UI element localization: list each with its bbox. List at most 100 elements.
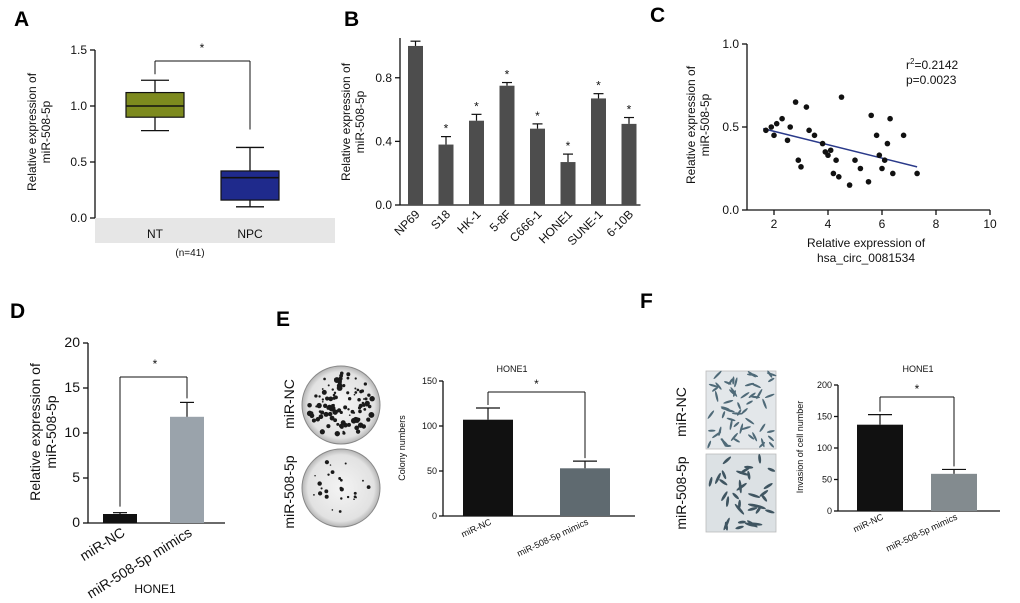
bar-6-10b: [621, 123, 637, 205]
colony: [333, 418, 338, 423]
colony: [336, 422, 340, 426]
bar-hk-1: [469, 120, 484, 205]
colony: [327, 384, 330, 387]
colony: [352, 411, 356, 414]
invading-cell: [763, 483, 773, 490]
colony: [363, 382, 367, 386]
colony: [327, 473, 330, 476]
invading-cell: [744, 465, 754, 469]
a-ytick-label: 0.5: [70, 155, 87, 169]
bar-category-label: 6-10B: [604, 207, 637, 240]
bar-category-label: miR-508-5p mimics: [515, 517, 590, 559]
bar-5-8f: [499, 85, 515, 205]
d-ytick-label: 10: [64, 424, 80, 440]
colony: [339, 371, 344, 376]
e-ytick-label: 0: [432, 511, 437, 521]
invading-cell: [768, 442, 775, 448]
colony: [321, 388, 324, 390]
box-category-label: NPC: [237, 227, 263, 241]
colony: [363, 407, 367, 411]
invading-cell: [766, 430, 775, 433]
colony: [343, 424, 346, 427]
scatter-point: [914, 170, 920, 177]
colony: [362, 479, 364, 482]
colony: [354, 425, 360, 431]
panel-letter-c: C: [650, 4, 665, 27]
panel-letter-a: A: [14, 8, 29, 31]
scatter-point: [890, 170, 896, 177]
invading-cell: [761, 494, 768, 502]
e-ytick-label: 150: [422, 376, 437, 386]
bar-significance-star: *: [566, 139, 571, 153]
colony: [329, 464, 332, 466]
colony: [342, 384, 346, 388]
invading-cell: [766, 372, 777, 377]
scatter-point: [836, 174, 842, 180]
panel-letter-f: F: [640, 290, 653, 313]
panel-e: HONE1 Colony numbers: [397, 364, 528, 481]
invading-cell: [767, 435, 775, 442]
c-xtick-label: 2: [771, 217, 778, 231]
colony-dots-mimic: [313, 460, 371, 513]
scatter-point: [833, 157, 839, 163]
scatter-point: [773, 120, 780, 127]
scatter-point: [811, 132, 818, 139]
colony: [346, 372, 351, 377]
invading-cell: [748, 493, 761, 498]
panel-c-r2-prefix: r: [906, 58, 910, 72]
c-ytick-label: 0.0: [722, 203, 739, 217]
invading-cell: [726, 417, 736, 422]
colony: [346, 495, 350, 499]
colony: [367, 393, 371, 397]
colony: [338, 477, 342, 480]
invading-cell: [746, 400, 753, 405]
bar-category-label: miR-508-5p mimics: [884, 512, 959, 554]
invading-cell: [744, 522, 756, 527]
panel-c-ylabel-2: miR-508-5p: [698, 93, 712, 156]
scatter-point: [827, 147, 834, 154]
bar-significance-star: *: [474, 99, 479, 113]
invading-cell: [721, 437, 726, 447]
colony: [332, 396, 336, 400]
colony: [330, 470, 335, 475]
scatter-point: [838, 94, 845, 100]
invading-cell: [740, 392, 750, 399]
colony: [338, 379, 342, 384]
colony: [316, 402, 322, 409]
colony: [318, 414, 324, 420]
colony: [358, 409, 362, 414]
bar-significance-star: *: [444, 122, 449, 136]
invading-cell: [764, 393, 775, 398]
colony: [346, 391, 350, 395]
panel-d-ylabel-1: Relative expression of: [27, 363, 43, 501]
panel-d-group-label: HONE1: [134, 582, 176, 596]
panel-c-r2: r2=0.2142: [906, 57, 958, 72]
invading-cell: [740, 467, 750, 473]
colony: [347, 397, 352, 401]
colony: [356, 388, 360, 392]
colony: [339, 486, 343, 490]
f-ytick-label: 50: [822, 475, 832, 485]
bar-significance-star: *: [535, 109, 540, 123]
scatter-point: [768, 124, 775, 130]
invading-cell: [715, 382, 722, 390]
colony: [354, 391, 358, 394]
invading-cell: [756, 389, 763, 400]
panel-c-xlabel-1: Relative expression of: [807, 236, 926, 250]
invading-cell: [759, 490, 769, 497]
invading-cell: [730, 387, 738, 397]
box-npc: [220, 170, 280, 201]
invading-cell: [722, 456, 732, 465]
bar-category-label: HK-1: [454, 207, 483, 236]
bar-c666-1: [530, 128, 545, 205]
colony: [360, 389, 365, 393]
box-nt: [125, 91, 185, 118]
c-xtick-label: 4: [825, 217, 832, 231]
invading-cell: [721, 491, 728, 501]
colony: [362, 403, 366, 407]
a-ytick-label: 1.5: [70, 43, 87, 57]
colony: [318, 395, 321, 398]
scatter-point: [879, 165, 885, 172]
significance-star: *: [200, 41, 205, 55]
c-xtick-label: 8: [933, 217, 940, 231]
